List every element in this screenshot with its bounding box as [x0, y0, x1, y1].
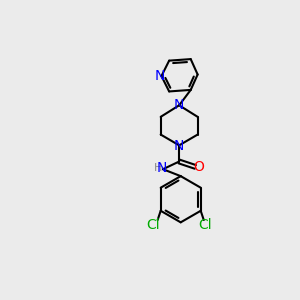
- Text: N: N: [155, 69, 165, 83]
- Text: Cl: Cl: [199, 218, 212, 233]
- Text: N: N: [174, 139, 184, 153]
- Text: O: O: [194, 160, 205, 174]
- Text: N: N: [157, 161, 167, 176]
- Text: H: H: [153, 164, 162, 173]
- Text: N: N: [174, 98, 184, 112]
- Text: Cl: Cl: [146, 218, 160, 233]
